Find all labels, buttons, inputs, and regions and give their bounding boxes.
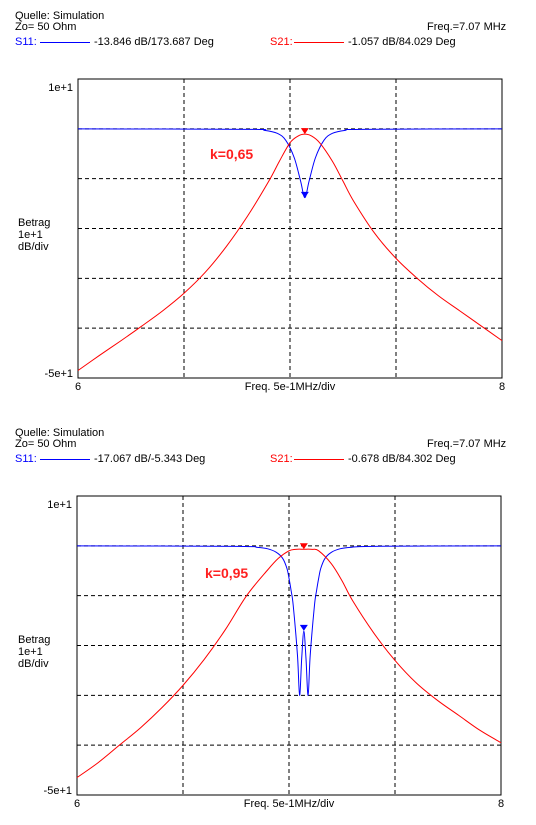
impedance-label: Zo= 50 Ohm — [15, 438, 77, 450]
plot-svg-2: 1e+1 -5e+1 6 8 Freq. 5e-1MHz/div k=0,95 — [44, 495, 504, 810]
impedance-label: Zo= 50 Ohm — [15, 21, 77, 33]
coupling-annotation: k=0,65 — [210, 146, 253, 162]
s21-legend-line — [294, 42, 344, 43]
s21-legend-label: S21: — [270, 36, 293, 48]
y-axis-label-line-3: dB/div — [18, 241, 49, 253]
x-tick-left: 6 — [74, 798, 80, 810]
y-tick-bottom: -5e+1 — [44, 785, 72, 797]
s11-legend-line — [40, 42, 90, 43]
series-line-s21 — [77, 133, 503, 371]
frequency-readout: Freq.=7.07 MHz — [427, 21, 507, 33]
y-axis-label-line-2: 1e+1 — [18, 646, 43, 658]
y-tick-top: 1e+1 — [48, 82, 73, 94]
source-label: Quelle: Simulation — [15, 427, 105, 439]
s11-value: -13.846 dB/173.687 Deg — [94, 36, 214, 48]
marker-s11 — [299, 624, 308, 631]
y-axis-label-line-2: 1e+1 — [18, 229, 43, 241]
x-axis-label: Freq. 5e-1MHz/div — [245, 381, 336, 393]
s11-value: -17.067 dB/-5.343 Deg — [94, 453, 206, 465]
y-axis-label-line-3: dB/div — [18, 658, 49, 670]
s11-legend-line — [40, 459, 90, 460]
marker-s21 — [300, 128, 309, 135]
marker-s21 — [299, 543, 308, 550]
s21-legend-label: S21: — [270, 453, 293, 465]
series-line-s21 — [76, 548, 502, 778]
coupling-annotation: k=0,95 — [205, 565, 248, 581]
s11-legend-label: S11: — [15, 36, 37, 48]
x-tick-left: 6 — [75, 381, 81, 393]
x-axis-label: Freq. 5e-1MHz/div — [244, 798, 335, 810]
source-label: Quelle: Simulation — [15, 10, 105, 22]
s21-value: -1.057 dB/84.029 Deg — [348, 36, 456, 48]
y-tick-bottom: -5e+1 — [45, 368, 73, 380]
plot-svg-1: 1e+1 -5e+1 6 8 Freq. 5e-1MHz/div k=0,65 — [45, 78, 505, 393]
y-tick-top: 1e+1 — [47, 499, 72, 511]
series-line-s11 — [76, 545, 502, 696]
frequency-readout: Freq.=7.07 MHz — [427, 438, 507, 450]
x-tick-right: 8 — [498, 798, 504, 810]
s11-legend-label: S11: — [15, 453, 37, 465]
chart-panel-1: Quelle: Simulation Zo= 50 Ohm Freq.=7.07… — [0, 0, 536, 408]
y-axis-label-line-1: Betrag — [18, 634, 51, 646]
chart-panel-2: Quelle: Simulation Zo= 50 Ohm Freq.=7.07… — [0, 417, 536, 825]
x-tick-right: 8 — [499, 381, 505, 393]
s21-legend-line — [294, 459, 344, 460]
s21-value: -0.678 dB/84.302 Deg — [348, 453, 456, 465]
marker-s11 — [300, 191, 309, 198]
y-axis-label-line-1: Betrag — [18, 217, 51, 229]
